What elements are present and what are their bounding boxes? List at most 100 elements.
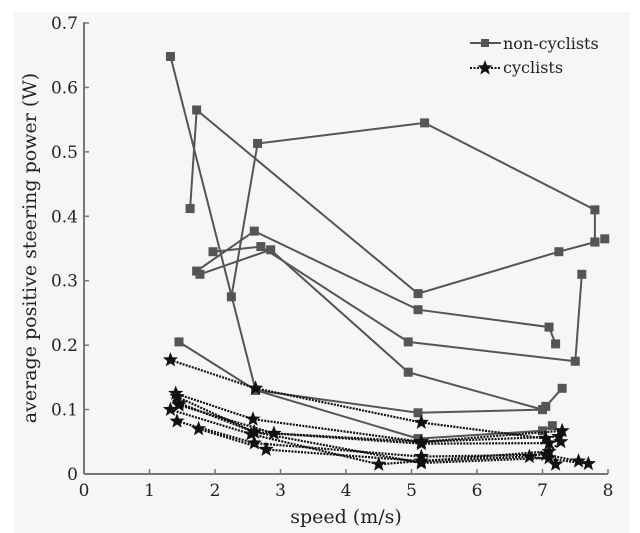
- star-marker-icon: [477, 60, 493, 75]
- data-point-square: [413, 305, 423, 315]
- data-point-square: [226, 292, 236, 302]
- data-point-star: [547, 456, 564, 471]
- data-point-square: [590, 237, 600, 247]
- data-point-square: [165, 52, 175, 62]
- data-point-star: [413, 455, 429, 470]
- data-point-square: [554, 247, 564, 257]
- x-tick-label: 7: [537, 481, 548, 501]
- data-point-square: [413, 289, 423, 299]
- non-cyclist-line: [169, 56, 543, 414]
- legend-item-non-cyclists: non-cyclists: [470, 34, 599, 53]
- data-point-square: [600, 234, 610, 244]
- data-point-star: [162, 401, 179, 417]
- data-point-square: [570, 356, 580, 366]
- cyclist-line: [176, 395, 550, 445]
- data-point-star: [413, 414, 429, 429]
- x-tick-label: 8: [603, 481, 614, 501]
- data-point-square: [547, 421, 557, 431]
- non-cyclist-series: [208, 242, 587, 366]
- data-point-square: [538, 426, 547, 436]
- legend-label-cyclists: cyclists: [503, 58, 563, 77]
- data-point-square: [413, 434, 423, 444]
- cyclist-line: [178, 404, 559, 443]
- data-point-star: [570, 453, 587, 468]
- legend-label-non-cyclists: non-cyclists: [503, 34, 599, 53]
- data-point-star: [266, 425, 282, 440]
- data-point-star: [245, 411, 261, 426]
- data-point-star: [554, 422, 570, 438]
- data-point-square: [544, 322, 554, 332]
- data-point-star: [371, 456, 387, 471]
- data-point-square: [403, 337, 413, 347]
- cyclist-series: [162, 351, 554, 446]
- data-point-star: [169, 413, 185, 428]
- x-tick-label: 1: [144, 481, 155, 501]
- y-tick-label: 0.4: [51, 207, 78, 227]
- data-point-star: [171, 395, 187, 410]
- x-tick-label: 5: [406, 481, 417, 501]
- data-point-square: [551, 339, 561, 349]
- non-cyclist-series: [600, 234, 610, 244]
- legend-item-cyclists: cyclists: [470, 58, 563, 77]
- cyclist-series: [171, 395, 564, 471]
- data-point-square: [174, 337, 184, 347]
- x-tick-label: 3: [275, 481, 286, 501]
- non-cyclist-series: [192, 226, 561, 349]
- non-cyclist-line: [189, 107, 596, 295]
- data-point-star: [541, 449, 557, 465]
- y-tick-label: 0.6: [51, 78, 78, 98]
- data-point-square: [590, 205, 600, 215]
- y-tick-label: 0.3: [51, 272, 78, 292]
- y-axis-label: average positive steering power (W): [19, 73, 41, 423]
- data-point-star: [521, 448, 538, 464]
- data-point-square: [403, 367, 413, 377]
- data-point-square: [266, 245, 276, 255]
- data-point-star: [258, 441, 274, 456]
- data-point-star: [246, 424, 262, 439]
- data-point-square: [256, 242, 266, 252]
- data-point-star: [553, 433, 569, 449]
- data-point-square: [208, 247, 218, 257]
- y-tick-label: 0.5: [51, 143, 78, 163]
- x-tick-label: 0: [79, 481, 90, 501]
- data-point-star: [246, 435, 262, 450]
- data-point-square: [192, 105, 202, 115]
- non-cyclist-series: [165, 52, 547, 418]
- chart-background: [14, 12, 630, 533]
- non-cyclist-series: [226, 118, 600, 302]
- legend: non-cyclists cyclists: [470, 34, 599, 77]
- square-marker-icon: [481, 39, 489, 47]
- cyclist-line: [175, 392, 563, 443]
- y-ticks: 0 0.1 0.2 0.3 0.4 0.5 0.6 0.7: [51, 14, 89, 485]
- data-point-star: [243, 426, 259, 441]
- data-point-square: [557, 383, 567, 393]
- data-point-star: [162, 351, 179, 367]
- data-point-square: [195, 269, 205, 279]
- data-point-square: [185, 204, 195, 214]
- y-tick-label: 0.7: [51, 14, 78, 34]
- non-cyclist-series: [195, 245, 567, 415]
- data-point-square: [420, 118, 430, 128]
- x-tick-label: 4: [341, 481, 352, 501]
- cyclist-series: [168, 385, 570, 449]
- data-point-square: [253, 138, 263, 148]
- data-point-star: [191, 420, 207, 436]
- non-cyclist-line: [212, 245, 583, 363]
- data-point-star: [248, 380, 264, 395]
- y-tick-label: 0: [67, 465, 78, 485]
- data-point-star: [551, 428, 567, 444]
- x-tick-label: 2: [210, 481, 221, 501]
- data-point-star: [169, 388, 185, 404]
- x-tick-label: 6: [472, 481, 483, 501]
- data-point-star: [413, 433, 429, 449]
- data-point-square: [249, 226, 259, 236]
- y-tick-label: 0.2: [51, 336, 78, 356]
- data-point-square: [541, 401, 551, 411]
- data-point-star: [541, 435, 557, 450]
- x-axis-label: speed (m/s): [290, 506, 402, 528]
- y-tick-label: 0.1: [51, 401, 78, 421]
- x-ticks: 0 1 2 3 4 5 6 7 8: [79, 469, 614, 501]
- data-point-star: [580, 455, 596, 471]
- data-point-square: [577, 269, 587, 279]
